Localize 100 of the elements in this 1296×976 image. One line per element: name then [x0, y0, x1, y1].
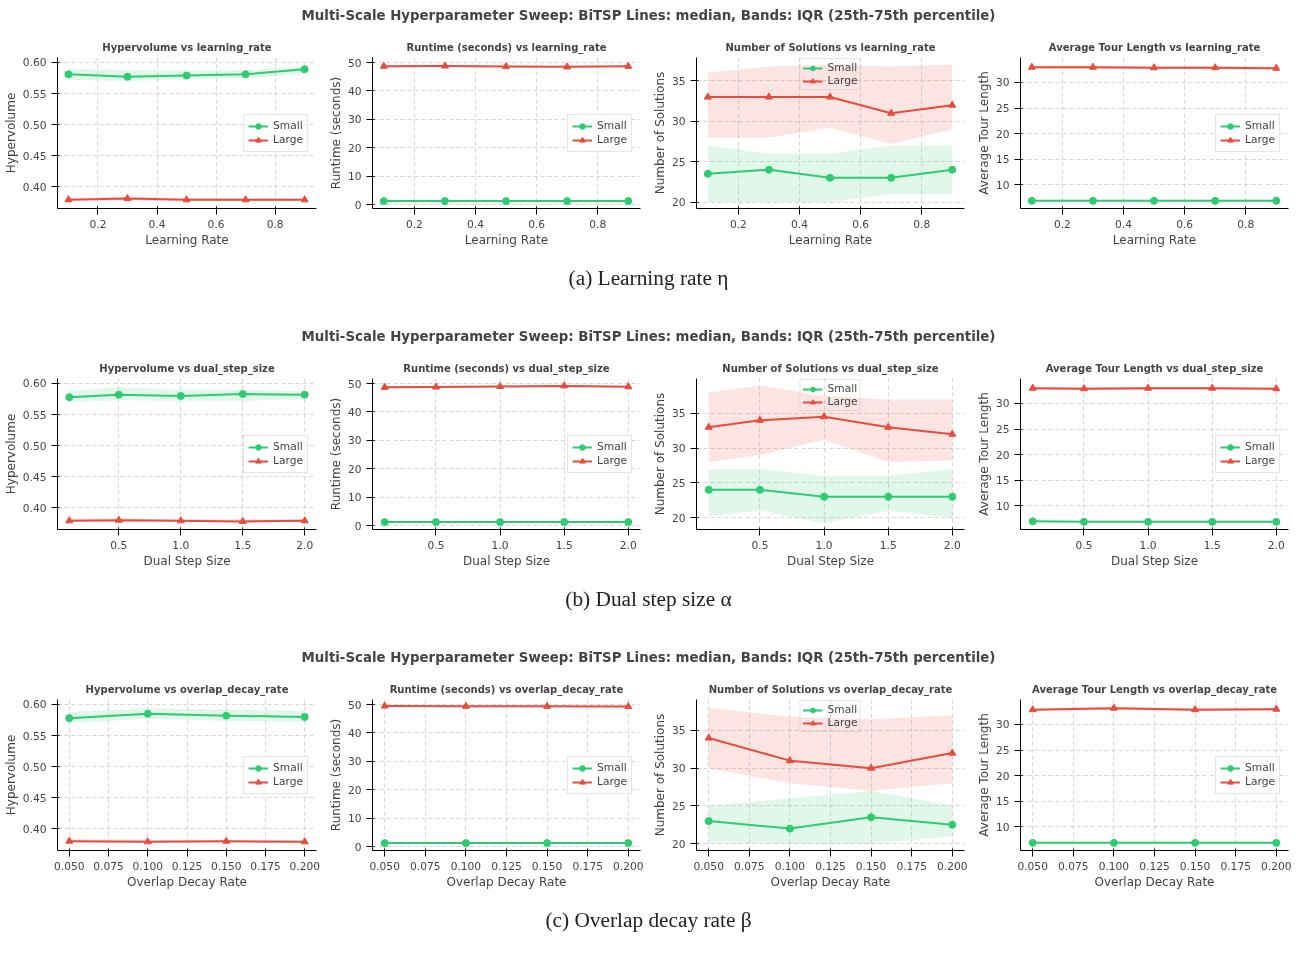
- x-tick-label: 0.150: [1179, 859, 1211, 873]
- x-tick-label: 0.6: [852, 217, 870, 231]
- x-tick-label: 0.175: [1220, 859, 1251, 873]
- y-tick-label: 30: [995, 397, 1010, 411]
- x-axis-title: Overlap Decay Rate: [127, 874, 248, 889]
- y-tick-label: 30: [995, 76, 1010, 90]
- y-tick-label: 0.50: [22, 760, 47, 774]
- legend-label: Large: [827, 716, 858, 729]
- x-axis-title: Learning Rate: [145, 232, 229, 247]
- text: Multi-Scale Hyperparameter Sweep: BiTSP Lines: median, Bands: IQR (25th-75th percentile): [301, 328, 996, 344]
- y-axis-title: Runtime (seconds): [328, 397, 343, 511]
- x-tick-label: 1.0: [1139, 538, 1157, 552]
- text: Multi-Scale Hyperparameter Sweep: BiTSP Lines: median, Bands: IQR (25th-75th percentile): [301, 649, 996, 665]
- chart-title: Average Tour Length vs dual_step_size: [1045, 362, 1264, 375]
- x-tick-label: 0.075: [1058, 859, 1089, 873]
- chart-title: Average Tour Length vs overlap_decay_rate: [1032, 683, 1278, 696]
- y-axis-title: Average Tour Length: [976, 392, 991, 516]
- y-tick-label: 10: [347, 170, 362, 184]
- legend-label: Small: [597, 118, 627, 133]
- x-tick-label: 0.050: [369, 859, 401, 873]
- x-tick-label: 0.100: [774, 859, 806, 873]
- y-tick-label: 20: [671, 837, 686, 851]
- y-tick-label: 0: [354, 519, 362, 533]
- x-tick-label: 0.8: [589, 217, 607, 231]
- y-tick-label: 20: [347, 462, 362, 476]
- y-tick-label: 10: [995, 178, 1010, 192]
- legend-label: Small: [273, 118, 303, 133]
- text: (c) Overlap decay rate β: [545, 908, 752, 933]
- legend-label: Large: [1245, 132, 1275, 147]
- x-tick-label: 0.5: [751, 538, 769, 552]
- y-tick-label: 30: [671, 115, 686, 129]
- x-tick-label: 0.8: [1237, 217, 1255, 231]
- y-tick-label: 50: [347, 56, 362, 70]
- x-axis-title: Overlap Decay Rate: [770, 874, 891, 889]
- y-axis-title: Number of Solutions: [652, 71, 667, 195]
- chart-title: Number of Solutions vs overlap_decay_rate: [708, 683, 953, 696]
- x-tick-label: 0.150: [531, 859, 563, 873]
- chart-title: Average Tour Length vs learning_rate: [1048, 41, 1261, 54]
- y-tick-label: 15: [995, 153, 1010, 167]
- legend-label: Large: [1245, 774, 1275, 789]
- x-tick-label: 2.0: [943, 538, 962, 552]
- x-tick-label: 0.8: [913, 217, 931, 231]
- legend-label: Small: [273, 439, 303, 454]
- x-axis-title: Learning Rate: [464, 232, 549, 247]
- x-tick-label: 0.100: [450, 859, 482, 873]
- x-tick-label: 0.175: [250, 859, 281, 873]
- y-tick-label: 0.40: [22, 501, 47, 515]
- y-tick-label: 15: [995, 795, 1010, 809]
- legend-label: Large: [273, 453, 303, 468]
- x-tick-label: 0.4: [148, 217, 166, 231]
- y-tick-label: 25: [671, 799, 686, 813]
- x-tick-label: 1.0: [815, 538, 833, 552]
- x-tick-label: 0.5: [110, 538, 128, 552]
- y-axis-title: Hypervolume: [3, 92, 18, 174]
- x-tick-label: 0.125: [171, 859, 203, 873]
- chart-title: Runtime (seconds) vs dual_step_size: [403, 362, 610, 375]
- y-tick-label: 25: [995, 744, 1010, 757]
- x-tick-label: 0.4: [791, 217, 809, 231]
- legend-label: Small: [597, 760, 627, 775]
- y-tick-label: 10: [995, 499, 1010, 513]
- x-tick-label: 1.5: [1203, 538, 1221, 552]
- y-tick-label: 50: [347, 698, 362, 712]
- y-tick-label: 35: [671, 407, 686, 421]
- x-tick-label: 0.125: [815, 859, 846, 873]
- legend-label: Large: [597, 453, 627, 468]
- y-tick-label: 40: [347, 84, 362, 98]
- x-axis-title: Overlap Decay Rate: [446, 874, 567, 889]
- text: (a) Learning rate η: [568, 266, 729, 291]
- x-tick-label: 0.200: [1261, 859, 1292, 873]
- y-axis-title: Average Tour Length: [976, 71, 991, 195]
- legend-label: Large: [827, 395, 858, 408]
- x-tick-label: 2.0: [296, 538, 314, 552]
- legend-label: Small: [273, 760, 303, 775]
- y-tick-label: 40: [347, 726, 362, 740]
- x-tick-label: 1.0: [491, 538, 509, 552]
- x-tick-label: 0.100: [1098, 859, 1130, 873]
- y-axis-title: Number of Solutions: [652, 713, 667, 837]
- chart-title: Number of Solutions vs dual_step_size: [722, 362, 939, 375]
- x-axis-title: Dual Step Size: [786, 553, 875, 568]
- legend-label: Small: [1245, 439, 1275, 454]
- y-tick-label: 0.40: [22, 180, 47, 194]
- x-tick-label: 0.4: [1115, 217, 1133, 231]
- y-tick-label: 50: [347, 377, 362, 391]
- x-tick-label: 0.075: [410, 859, 441, 873]
- x-tick-label: 1.5: [879, 538, 897, 552]
- y-tick-label: 25: [995, 102, 1010, 115]
- y-tick-label: 25: [671, 155, 686, 169]
- y-tick-label: 30: [347, 113, 362, 127]
- y-tick-label: 0: [354, 840, 362, 854]
- y-tick-label: 0.60: [22, 698, 47, 712]
- y-tick-label: 0.55: [22, 87, 47, 101]
- legend-label: Small: [597, 439, 627, 454]
- y-axis-title: Average Tour Length: [976, 713, 991, 837]
- chart-title: Runtime (seconds) vs learning_rate: [406, 41, 607, 54]
- y-axis-title: Hypervolume: [3, 734, 18, 816]
- y-tick-label: 0.60: [22, 377, 47, 391]
- y-tick-label: 0.60: [22, 56, 47, 70]
- legend-label: Large: [273, 774, 303, 789]
- y-axis-title: Runtime (seconds): [328, 76, 343, 190]
- x-axis-title: Learning Rate: [1112, 232, 1197, 247]
